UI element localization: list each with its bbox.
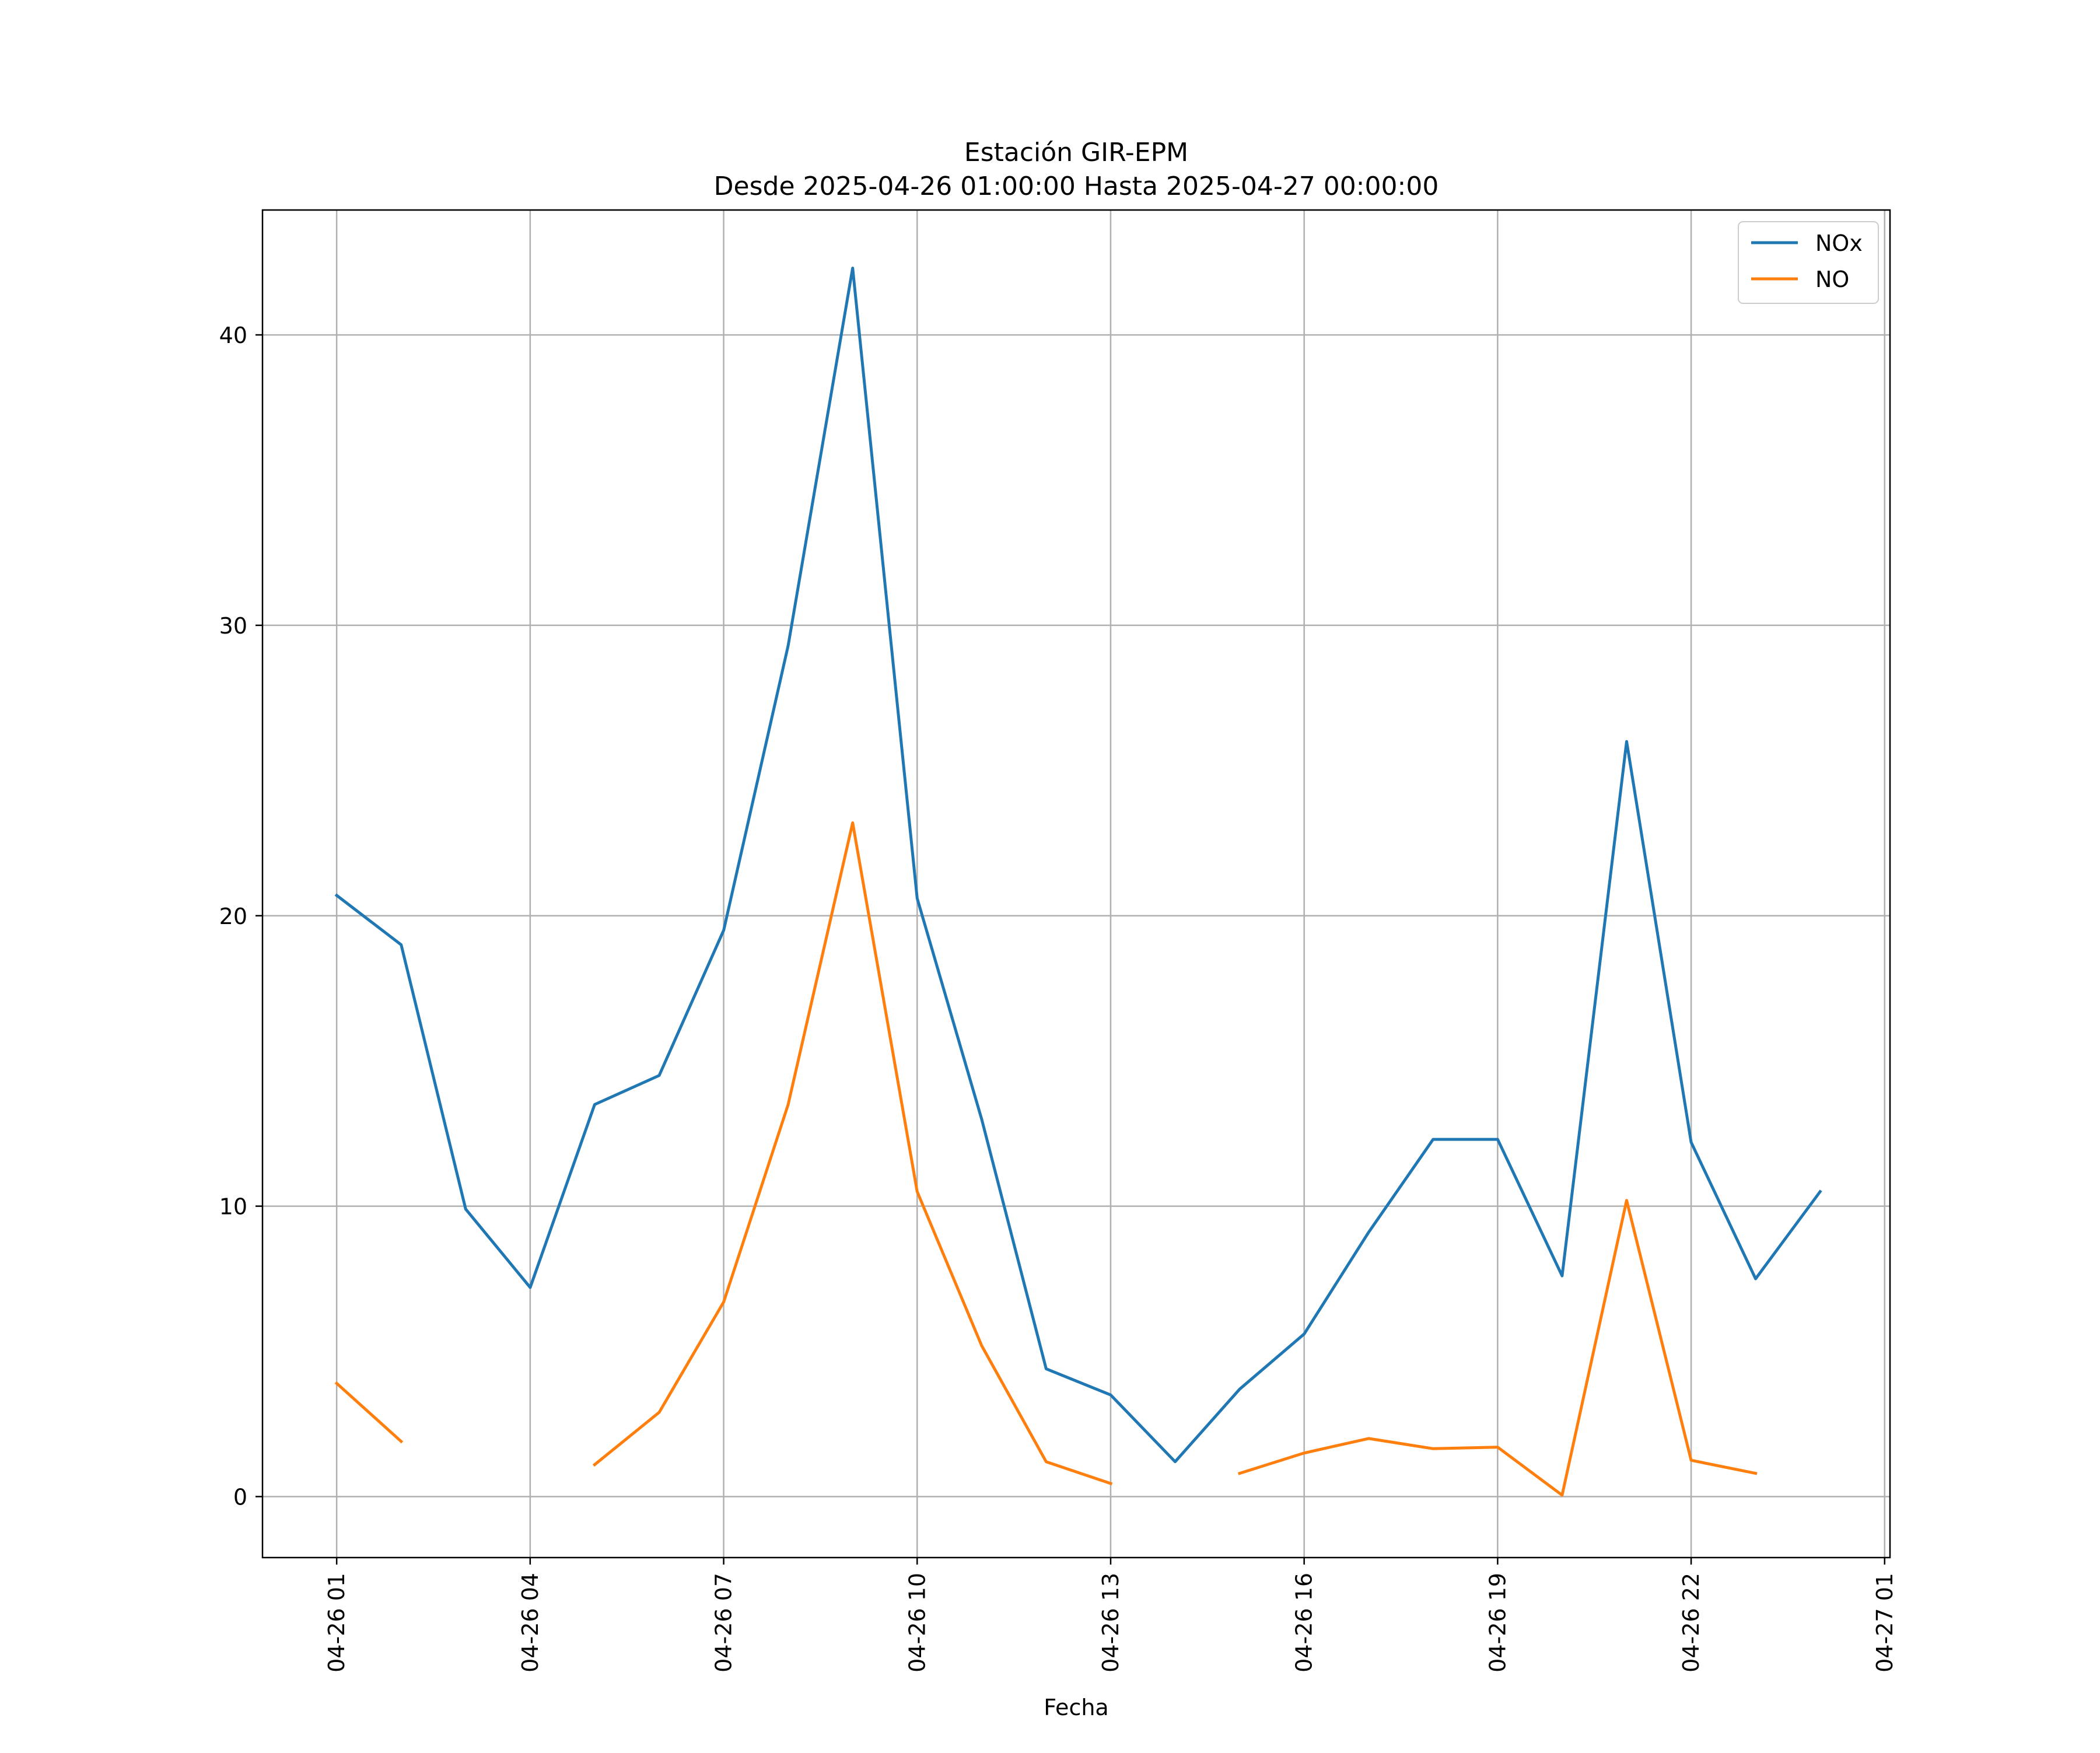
series-line-nox bbox=[334, 267, 1822, 1464]
x-tick-label: 04-26 07 bbox=[711, 1573, 737, 1672]
y-tick-label: 20 bbox=[219, 904, 247, 929]
x-tick-label: 04-26 10 bbox=[904, 1573, 930, 1672]
x-tick-label: 04-26 01 bbox=[324, 1573, 349, 1672]
tick-layer: 0 10 20 30 40 04-26 01 04-26 04 04-26 07 04-26 1… bbox=[219, 323, 1898, 1672]
legend-label-no: NO bbox=[1815, 267, 1849, 292]
y-tick-label: 30 bbox=[219, 613, 247, 639]
chart-title: Estación GIR-EPM bbox=[964, 138, 1188, 167]
x-tick-label: 04-26 16 bbox=[1292, 1573, 1317, 1672]
y-tick-label: 0 bbox=[233, 1484, 247, 1510]
x-tick-label: 04-26 22 bbox=[1678, 1573, 1704, 1672]
x-tick-label: 04-27 01 bbox=[1872, 1573, 1898, 1672]
legend: NOx NO bbox=[1738, 221, 1879, 304]
series-line-no bbox=[592, 821, 1113, 1486]
x-tick-label: 04-26 04 bbox=[517, 1573, 543, 1672]
series-line-no bbox=[334, 1381, 404, 1444]
x-axis-label: Fecha bbox=[1044, 1695, 1108, 1720]
series-layer bbox=[334, 267, 1822, 1497]
x-tick-label: 04-26 19 bbox=[1485, 1573, 1510, 1672]
y-tick-label: 10 bbox=[219, 1194, 247, 1220]
chart-subtitle: Desde 2025-04-26 01:00:00 Hasta 2025-04-… bbox=[714, 172, 1439, 201]
plot-frame bbox=[261, 209, 1891, 1559]
legend-label-nox: NOx bbox=[1815, 230, 1863, 256]
x-tick-label: 04-26 13 bbox=[1098, 1573, 1124, 1672]
y-tick-label: 40 bbox=[219, 323, 247, 348]
series-line-no bbox=[1237, 1199, 1758, 1497]
